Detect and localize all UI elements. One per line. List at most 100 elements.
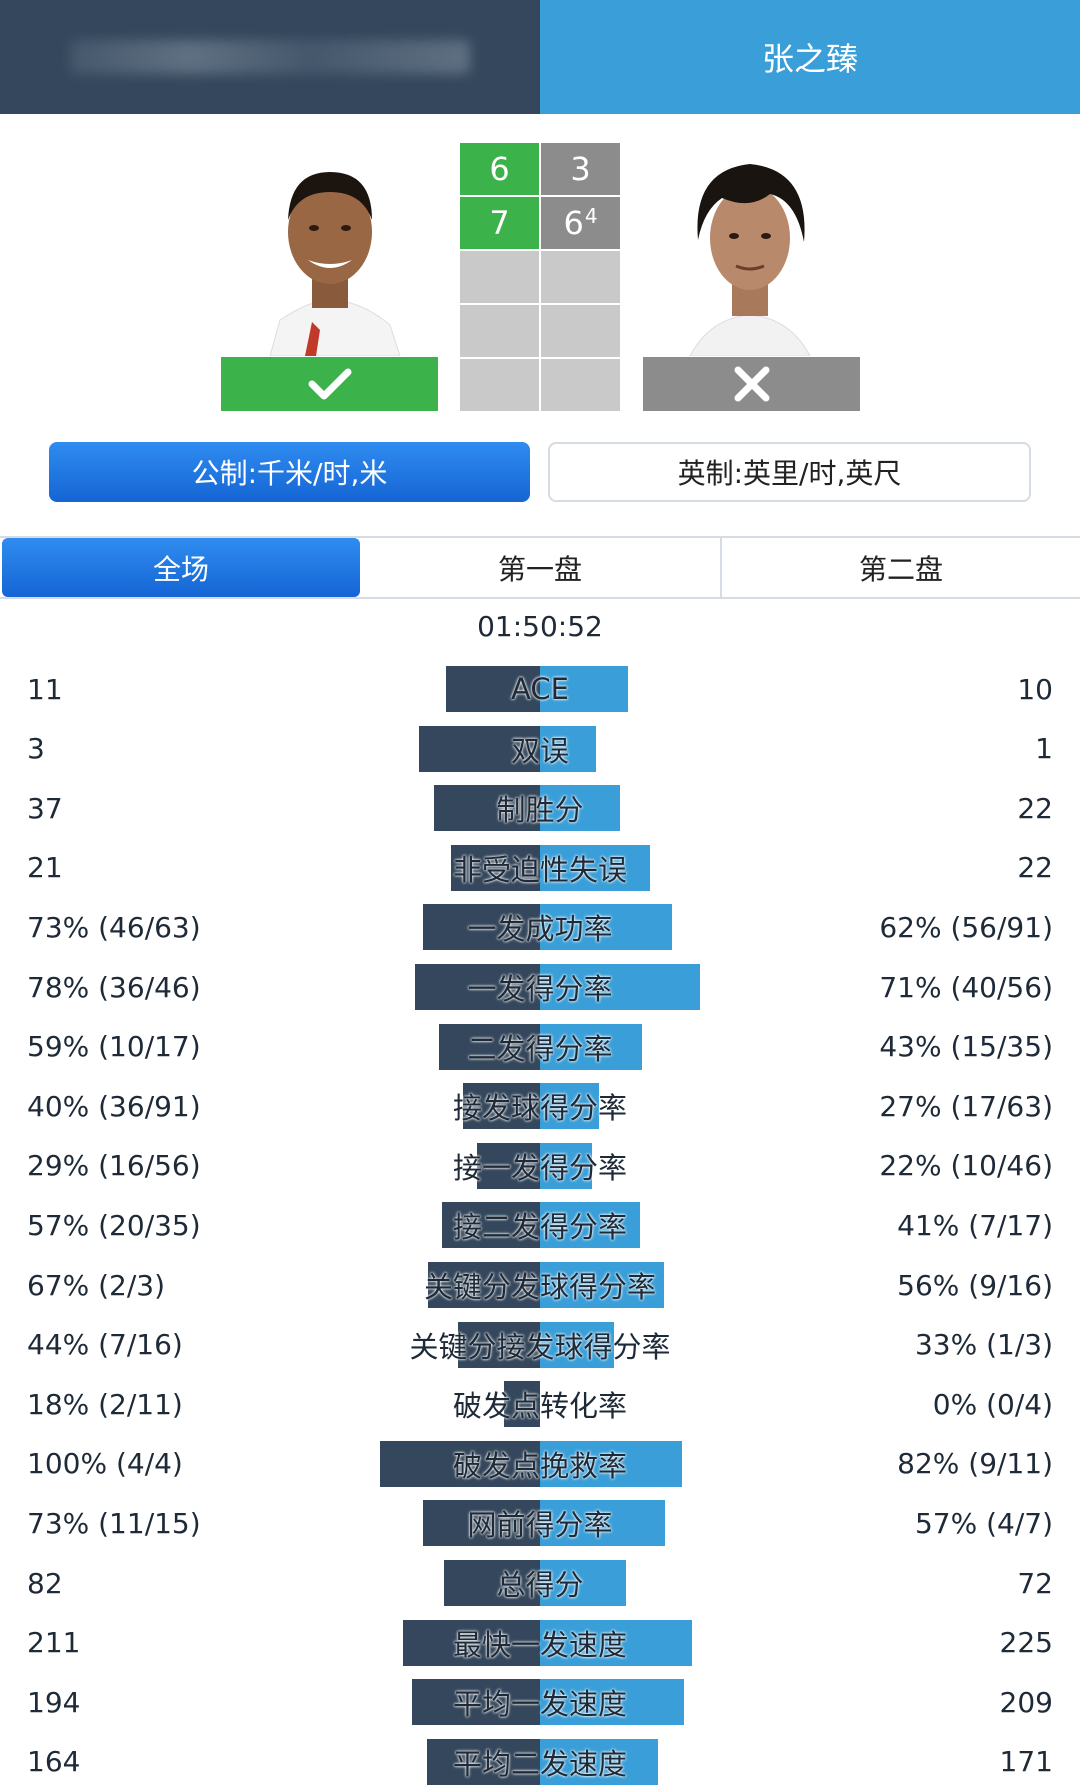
stat-row: 164 平均二发速度 171 <box>0 1738 1080 1787</box>
stat-label: 接二发得分率 <box>452 1210 627 1245</box>
player2-stat-bar <box>540 1023 642 1070</box>
stat-label: 接发球得分率 <box>452 1091 627 1126</box>
player2-stat-value: 225 <box>999 1626 1053 1660</box>
player1-win-indicator <box>221 357 438 411</box>
player1-stat-bar <box>451 844 540 891</box>
player1-stat-value: 164 <box>27 1745 81 1779</box>
set4-player1-empty <box>460 305 539 357</box>
player2-stat-bar <box>540 1083 599 1130</box>
player1-photo <box>250 150 410 356</box>
player2-stat-value: 43% (15/35) <box>879 1030 1053 1064</box>
player1-stat-bar <box>442 1202 540 1249</box>
player1-stat-value: 44% (7/16) <box>27 1328 183 1362</box>
player1-stat-value: 59% (10/17) <box>27 1030 201 1064</box>
player2-stat-value: 71% (40/56) <box>879 970 1053 1004</box>
player1-stat-value: 57% (20/35) <box>27 1208 201 1242</box>
stat-label: 非受迫性失误 <box>452 852 627 887</box>
tab-full-match[interactable]: 全场 <box>2 538 360 597</box>
player2-stat-bar <box>540 1321 614 1368</box>
player1-stat-value: 73% (46/63) <box>27 910 201 944</box>
player2-stat-value: 62% (56/91) <box>879 910 1053 944</box>
stat-row: 37 制胜分 22 <box>0 785 1080 833</box>
player1-stat-bar <box>423 904 540 951</box>
player2-stat-bar <box>540 1738 658 1785</box>
stat-row: 73% (11/15) 网前得分率 57% (4/7) <box>0 1500 1080 1548</box>
player2-stat-bar <box>540 844 650 891</box>
player2-stat-value: 27% (17/63) <box>879 1089 1053 1123</box>
player1-stat-bar <box>423 1500 540 1547</box>
stat-row: 21 非受迫性失误 22 <box>0 844 1080 893</box>
stat-row: 73% (46/63) 一发成功率 62% (56/91) <box>0 904 1080 952</box>
stat-row: 40% (36/91) 接发球得分率 27% (17/63) <box>0 1083 1080 1131</box>
metric-unit-button[interactable]: 公制:千米/时,米 <box>49 442 530 502</box>
stat-label: 双误 <box>510 733 569 768</box>
set5-player1-empty <box>460 359 539 411</box>
stat-row: 18% (2/11) 破发点转化率 0% (0/4) <box>0 1381 1080 1429</box>
player1-stat-bar <box>463 1083 540 1130</box>
player1-stat-bar <box>380 1440 540 1487</box>
player1-stat-bar <box>412 1679 540 1726</box>
tab-set2[interactable]: 第二盘 <box>720 538 1080 597</box>
tab-set1[interactable]: 第一盘 <box>497 552 582 586</box>
player2-stat-value: 0% (0/4) <box>932 1387 1053 1421</box>
imperial-unit-button[interactable]: 英制:英里/时,英尺 <box>548 442 1031 502</box>
player1-stat-bar <box>403 1619 540 1666</box>
player1-name-header <box>0 0 540 114</box>
set5-player2-empty <box>541 359 620 411</box>
player1-stat-value: 78% (36/46) <box>27 970 201 1004</box>
player2-stat-bar <box>540 1142 592 1189</box>
player2-name-header: 张之臻 <box>540 0 1080 114</box>
stat-label: 二发得分率 <box>467 1031 613 1066</box>
player2-stat-value: 41% (7/17) <box>897 1208 1053 1242</box>
stat-label: 关键分接发球得分率 <box>409 1329 671 1364</box>
player2-stat-bar <box>540 666 628 712</box>
stat-row: 57% (20/35) 接二发得分率 41% (7/17) <box>0 1202 1080 1250</box>
set3-player1-empty <box>460 251 539 303</box>
player1-stat-value: 29% (16/56) <box>27 1149 201 1183</box>
player2-stat-value: 10 <box>1017 672 1053 706</box>
player1-stat-value: 82 <box>27 1566 63 1600</box>
stat-label: 总得分 <box>496 1568 584 1602</box>
stat-label: 破发点挽救率 <box>452 1448 627 1483</box>
stat-label: 破发点转化率 <box>452 1389 627 1424</box>
period-tabs: 全场 第一盘 第二盘 <box>0 536 1080 599</box>
stat-row: 11 ACE 10 <box>0 666 1080 714</box>
stat-label: 关键分发球得分率 <box>423 1270 656 1304</box>
player2-stat-bar <box>540 785 620 832</box>
set1-player2-score: 3 <box>541 143 620 195</box>
set2-player1-score: 7 <box>460 197 539 249</box>
player2-stat-value: 171 <box>999 1745 1053 1779</box>
player2-stat-value: 22 <box>1017 791 1053 825</box>
player2-lose-indicator <box>643 357 860 411</box>
player1-stat-value: 40% (36/91) <box>27 1089 201 1123</box>
player2-stat-bar <box>540 1619 692 1666</box>
player1-stat-bar <box>434 785 540 832</box>
stat-row: 100% (4/4) 破发点挽救率 82% (9/11) <box>0 1440 1080 1489</box>
player1-stat-value: 211 <box>27 1626 81 1660</box>
stat-label: 一发成功率 <box>467 912 613 947</box>
stat-label: 一发得分率 <box>467 972 613 1006</box>
player2-stat-bar <box>540 964 700 1010</box>
stat-row: 59% (10/17) 二发得分率 43% (15/35) <box>0 1023 1080 1072</box>
player1-stat-value: 67% (2/3) <box>27 1268 166 1302</box>
stat-row: 78% (36/46) 一发得分率 71% (40/56) <box>0 964 1080 1012</box>
player2-stat-bar <box>540 1202 640 1249</box>
stat-row: 3 双误 1 <box>0 725 1080 774</box>
set3-player2-empty <box>541 251 620 303</box>
player2-stat-value: 72 <box>1017 1566 1053 1600</box>
stat-label: ACE <box>511 672 569 706</box>
set2-tiebreak-score: 4 <box>584 204 598 228</box>
check-icon <box>308 368 351 400</box>
stat-row: 67% (2/3) 关键分发球得分率 56% (9/16) <box>0 1262 1080 1310</box>
stat-row: 82 总得分 72 <box>0 1560 1080 1608</box>
player1-stat-bar <box>444 1560 540 1606</box>
stat-row: 194 平均一发速度 209 <box>0 1679 1080 1727</box>
player1-stat-value: 194 <box>27 1685 81 1719</box>
player2-stat-value: 209 <box>999 1685 1053 1719</box>
player2-stat-bar <box>540 1440 682 1487</box>
stat-label: 平均一发速度 <box>452 1687 627 1722</box>
stat-row: 29% (16/56) 接一发得分率 22% (10/46) <box>0 1142 1080 1191</box>
player2-stat-bar <box>540 725 596 772</box>
